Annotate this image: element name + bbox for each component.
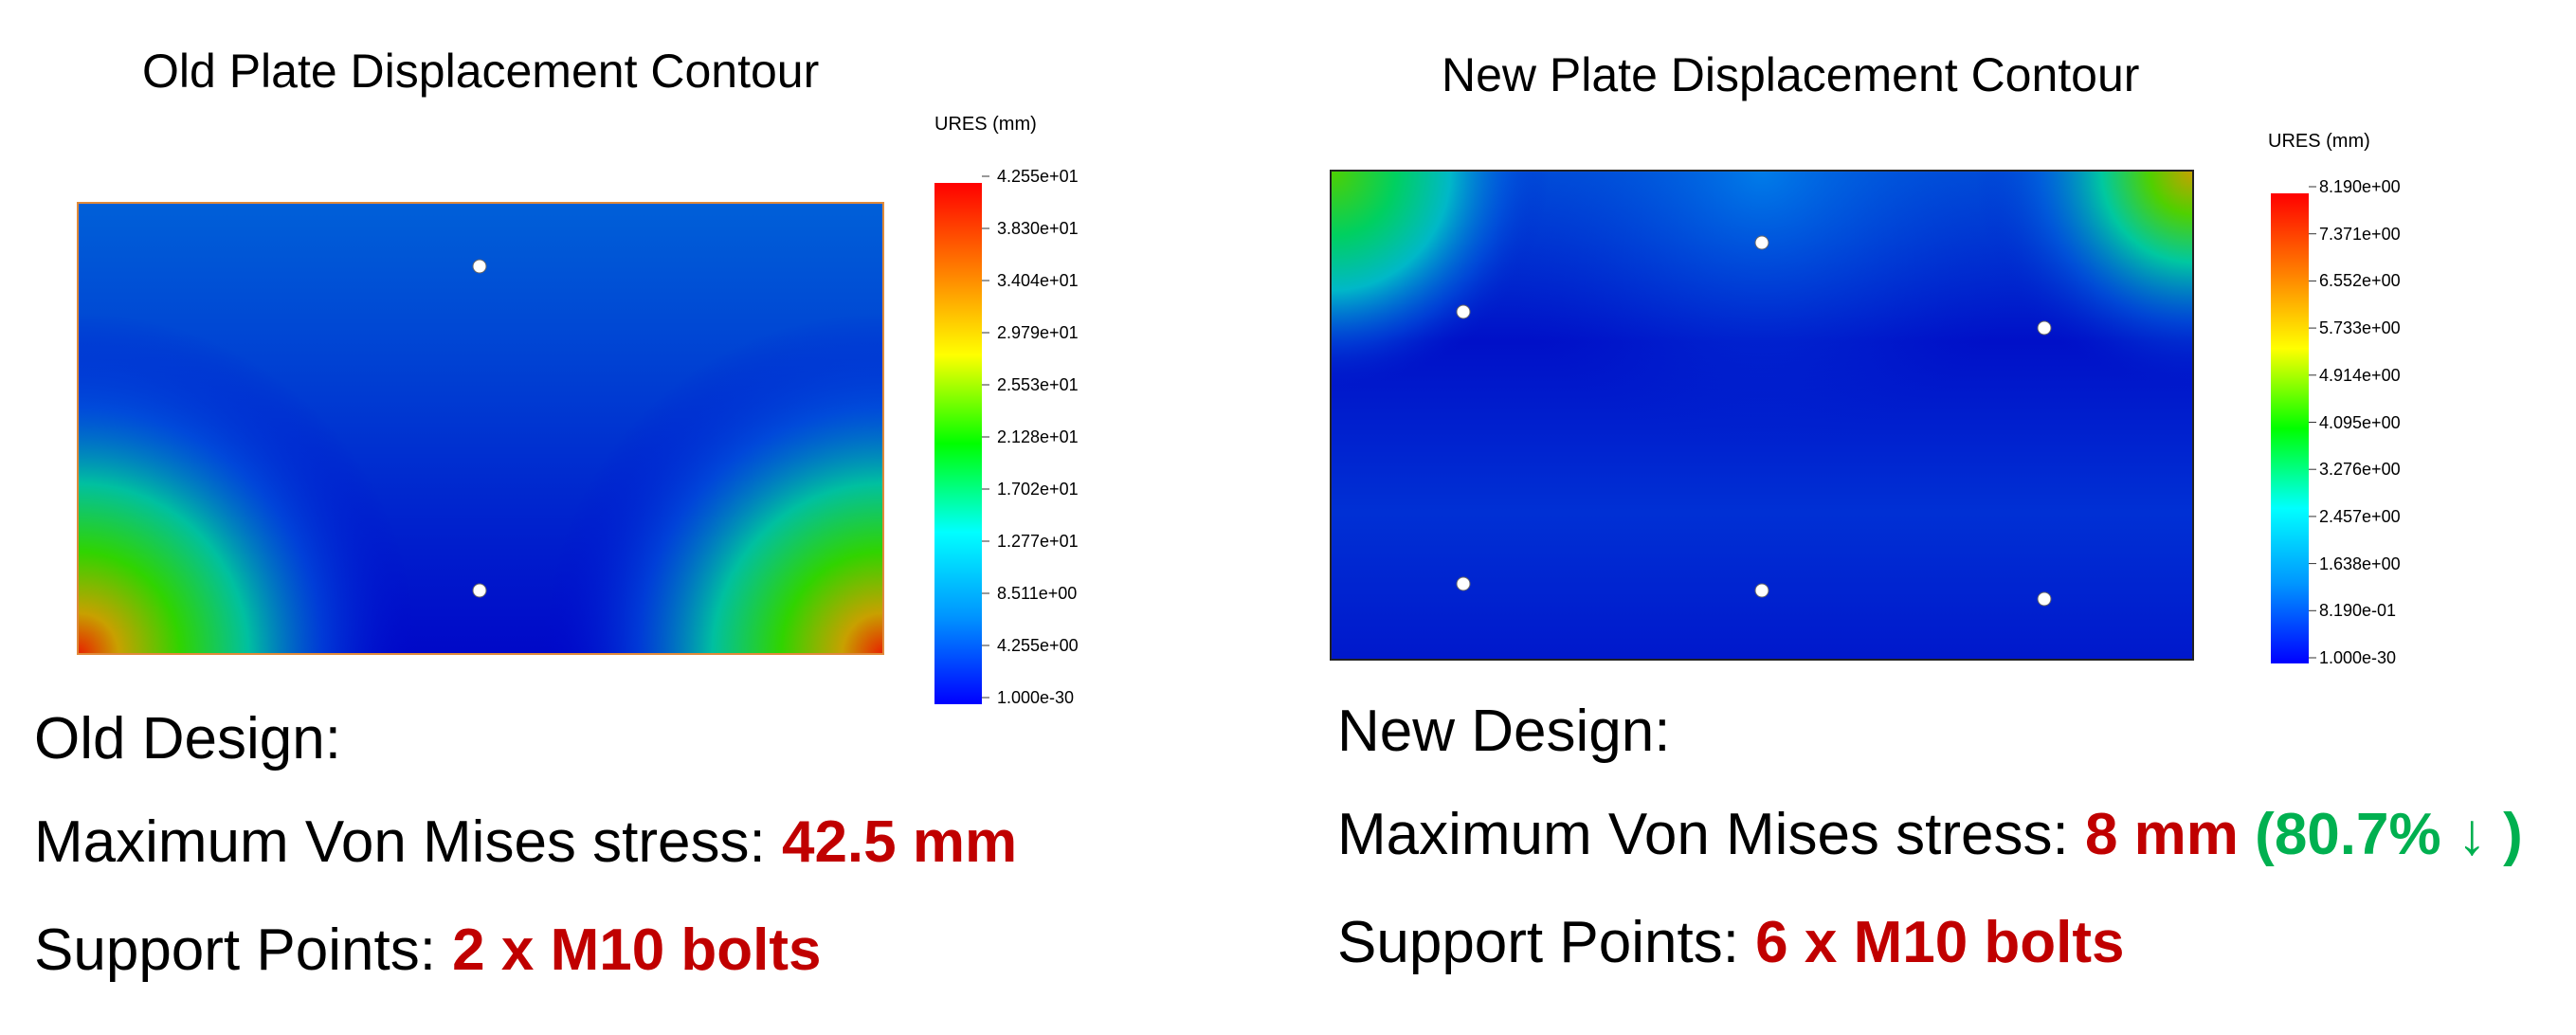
bolt-hole bbox=[2037, 320, 2052, 336]
old-legend-title: URES (mm) bbox=[934, 114, 1037, 135]
colorbar-tick-label: 1.638e+00 bbox=[2319, 554, 2401, 573]
old-bolt-holes bbox=[472, 259, 487, 598]
old-design-heading: Old Design: bbox=[34, 706, 341, 772]
bolt-hole bbox=[1754, 235, 1769, 250]
colorbar-tick-label: 4.255e+01 bbox=[997, 167, 1079, 186]
old-plate-outline bbox=[77, 202, 884, 655]
colorbar-tick-label: 3.830e+01 bbox=[997, 219, 1079, 238]
bolt-hole bbox=[472, 259, 487, 274]
new-support-value: 6 x M10 bolts bbox=[1755, 910, 2125, 975]
old-colorbar bbox=[934, 183, 982, 704]
old-design-panel: Old Plate Displacement Contour bbox=[34, 45, 1079, 984]
bolt-hole bbox=[1456, 304, 1471, 319]
new-colorbar bbox=[2271, 193, 2309, 663]
bolt-hole bbox=[1456, 576, 1471, 591]
bolt-hole bbox=[472, 583, 487, 598]
new-plate-contour bbox=[1330, 170, 2194, 661]
colorbar-tick-label: 4.095e+00 bbox=[2319, 412, 2401, 432]
old-stress-label: Maximum Von Mises stress: bbox=[34, 809, 782, 875]
new-plate-outline bbox=[1330, 170, 2194, 661]
colorbar-tick-label: 2.979e+01 bbox=[997, 323, 1079, 342]
old-stress-value: 42.5 mm bbox=[781, 809, 1018, 875]
old-colorbar-ticks bbox=[982, 175, 989, 699]
colorbar-tick-label: 6.552e+00 bbox=[2319, 271, 2401, 291]
colorbar-tick-label: 1.000e-30 bbox=[997, 688, 1075, 707]
new-stress-line: Maximum Von Mises stress: 8 mm (80.7% ↓ … bbox=[1337, 802, 2523, 868]
old-support-line: Support Points: 2 x M10 bolts bbox=[34, 917, 822, 984]
colorbar-tick-label: 7.371e+00 bbox=[2319, 224, 2401, 244]
colorbar-tick-label: 2.128e+01 bbox=[997, 427, 1079, 446]
colorbar-tick-label: 3.276e+00 bbox=[2319, 460, 2401, 480]
old-plate-title: Old Plate Displacement Contour bbox=[142, 45, 820, 98]
colorbar-tick-label: 4.914e+00 bbox=[2319, 365, 2401, 385]
old-contour-figure bbox=[77, 175, 989, 704]
bolt-hole bbox=[2037, 591, 2052, 607]
new-stress-value: 8 mm bbox=[2084, 802, 2239, 867]
new-support-label: Support Points: bbox=[1337, 910, 1756, 975]
new-support-line: Support Points: 6 x M10 bolts bbox=[1337, 910, 2125, 976]
old-support-label: Support Points: bbox=[34, 917, 453, 983]
colorbar-tick-label: 1.277e+01 bbox=[997, 532, 1079, 551]
new-legend-title: URES (mm) bbox=[2268, 131, 2370, 152]
colorbar-tick-label: 1.702e+01 bbox=[997, 480, 1079, 499]
colorbar-tick-label: 4.255e+00 bbox=[997, 636, 1079, 655]
old-support-value: 2 x M10 bolts bbox=[452, 917, 822, 983]
new-bolt-holes bbox=[1456, 235, 2052, 607]
colorbar-tick-label: 8.190e-01 bbox=[2319, 601, 2397, 621]
new-colorbar-ticks bbox=[2309, 186, 2316, 659]
old-plate-contour bbox=[77, 202, 884, 655]
colorbar-tick-label: 5.733e+00 bbox=[2319, 318, 2401, 338]
colorbar-tick-label: 8.511e+00 bbox=[997, 584, 1078, 603]
old-stress-line: Maximum Von Mises stress: 42.5 mm bbox=[34, 809, 1017, 876]
colorbar-tick-label: 2.553e+01 bbox=[997, 375, 1079, 394]
new-stress-reduction: (80.7% ↓ ) bbox=[2255, 802, 2523, 867]
colorbar-tick-label: 1.000e-30 bbox=[2319, 648, 2397, 667]
new-plate-title: New Plate Displacement Contour bbox=[1442, 48, 2140, 101]
colorbar-tick-label: 8.190e+00 bbox=[2319, 177, 2401, 196]
bolt-hole bbox=[1754, 583, 1769, 598]
new-stress-label: Maximum Von Mises stress: bbox=[1337, 802, 2085, 867]
new-design-heading: New Design: bbox=[1337, 699, 1671, 764]
colorbar-tick-label: 3.404e+01 bbox=[997, 271, 1079, 290]
new-contour-figure bbox=[1330, 170, 2316, 663]
new-design-panel: New Plate Displacement Contour bbox=[1288, 0, 2576, 1035]
colorbar-tick-label: 2.457e+00 bbox=[2319, 506, 2401, 526]
